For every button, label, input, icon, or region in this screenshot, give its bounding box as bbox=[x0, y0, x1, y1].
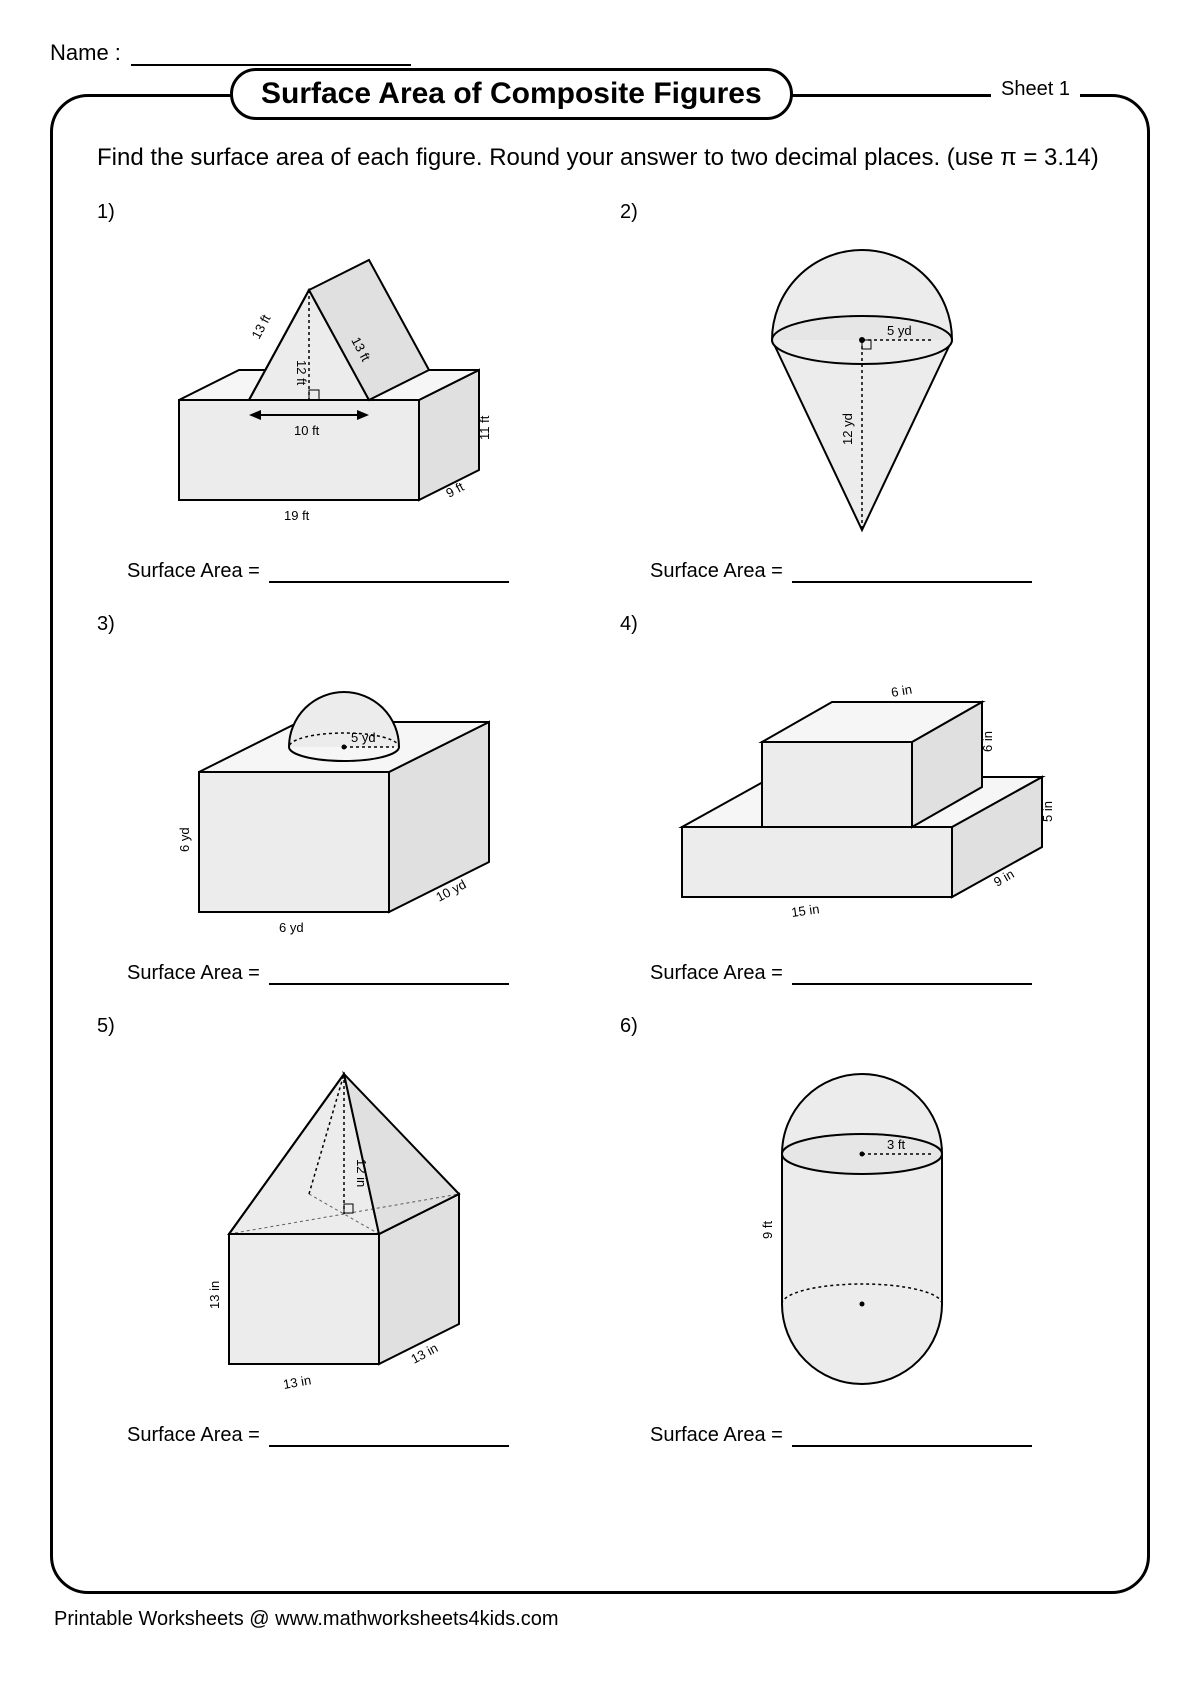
problem-5: 5) bbox=[97, 1015, 580, 1447]
figure-capsule: 3 ft 9 ft bbox=[620, 1044, 1103, 1414]
page-title: Surface Area of Composite Figures bbox=[230, 68, 793, 120]
answer-row: Surface Area = bbox=[650, 560, 1103, 583]
dim-label: 6 yd bbox=[177, 827, 192, 852]
answer-blank[interactable] bbox=[269, 581, 509, 583]
dim-label: 19 ft bbox=[284, 508, 310, 523]
dim-label: 13 in bbox=[281, 1372, 311, 1392]
problem-3: 3) bbox=[97, 613, 580, 985]
dim-label: 9 ft bbox=[760, 1220, 775, 1238]
answer-row: Surface Area = bbox=[127, 560, 580, 583]
problems-grid: 1) bbox=[97, 201, 1103, 1447]
dim-label: 10 ft bbox=[294, 423, 320, 438]
answer-label: Surface Area = bbox=[127, 560, 260, 582]
footer-text: Printable Worksheets @ www.mathworksheet… bbox=[50, 1608, 1150, 1631]
dim-label: 12 in bbox=[354, 1159, 369, 1187]
answer-row: Surface Area = bbox=[650, 1424, 1103, 1447]
answer-label: Surface Area = bbox=[650, 962, 783, 984]
dim-label: 5 yd bbox=[351, 730, 376, 745]
instructions: Find the surface area of each figure. Ro… bbox=[97, 141, 1103, 175]
sheet-label: Sheet 1 bbox=[991, 78, 1080, 101]
problem-number: 5) bbox=[97, 1015, 580, 1038]
dim-label: 13 ft bbox=[248, 311, 273, 341]
figure-hemisphere-cone: 5 yd 12 yd bbox=[620, 230, 1103, 550]
answer-label: Surface Area = bbox=[127, 962, 260, 984]
dim-label: 11 ft bbox=[477, 415, 492, 440]
worksheet-page: Name : Surface Area of Composite Figures… bbox=[0, 0, 1200, 1651]
answer-row: Surface Area = bbox=[127, 962, 580, 985]
figure-pyramid-box: 12 in 13 in 13 in 13 in bbox=[97, 1044, 580, 1414]
dim-label: 5 yd bbox=[887, 323, 912, 338]
problem-number: 4) bbox=[620, 613, 1103, 636]
answer-label: Surface Area = bbox=[650, 560, 783, 582]
dim-label: 5 in bbox=[1040, 801, 1055, 822]
dim-label: 15 in bbox=[790, 901, 820, 920]
problem-number: 6) bbox=[620, 1015, 1103, 1038]
dim-label: 13 in bbox=[207, 1280, 222, 1308]
dim-label: 6 yd bbox=[279, 920, 304, 935]
figure-prism-on-box: 13 ft 13 ft 12 ft 10 ft 11 ft 9 ft 19 ft bbox=[97, 230, 580, 550]
dim-label: 12 yd bbox=[840, 413, 855, 445]
answer-blank[interactable] bbox=[792, 983, 1032, 985]
figure-box-on-box: 6 in 6 in 5 in 9 in 15 in bbox=[620, 642, 1103, 952]
content-frame: Find the surface area of each figure. Ro… bbox=[50, 94, 1150, 1594]
problem-number: 2) bbox=[620, 201, 1103, 224]
name-row: Name : bbox=[50, 40, 1150, 66]
dim-label: 6 in bbox=[889, 681, 912, 699]
problem-1: 1) bbox=[97, 201, 580, 583]
name-blank[interactable] bbox=[131, 64, 411, 66]
answer-blank[interactable] bbox=[269, 983, 509, 985]
answer-label: Surface Area = bbox=[127, 1424, 260, 1446]
figure-hemisphere-box: 5 yd 6 yd 10 yd 6 yd bbox=[97, 642, 580, 952]
name-label: Name : bbox=[50, 40, 121, 65]
problem-2: 2) bbox=[620, 201, 1103, 583]
answer-blank[interactable] bbox=[269, 1445, 509, 1447]
answer-row: Surface Area = bbox=[127, 1424, 580, 1447]
problem-number: 1) bbox=[97, 201, 580, 224]
dim-label: 6 in bbox=[980, 731, 995, 752]
problem-number: 3) bbox=[97, 613, 580, 636]
answer-label: Surface Area = bbox=[650, 1424, 783, 1446]
answer-row: Surface Area = bbox=[650, 962, 1103, 985]
answer-blank[interactable] bbox=[792, 581, 1032, 583]
problem-4: 4) 6 in 6 in bbox=[620, 613, 1103, 985]
answer-blank[interactable] bbox=[792, 1445, 1032, 1447]
problem-6: 6) bbox=[620, 1015, 1103, 1447]
dim-label: 12 ft bbox=[294, 360, 309, 386]
frame-wrap: Surface Area of Composite Figures Sheet … bbox=[50, 94, 1150, 1594]
dim-label: 3 ft bbox=[887, 1137, 905, 1152]
